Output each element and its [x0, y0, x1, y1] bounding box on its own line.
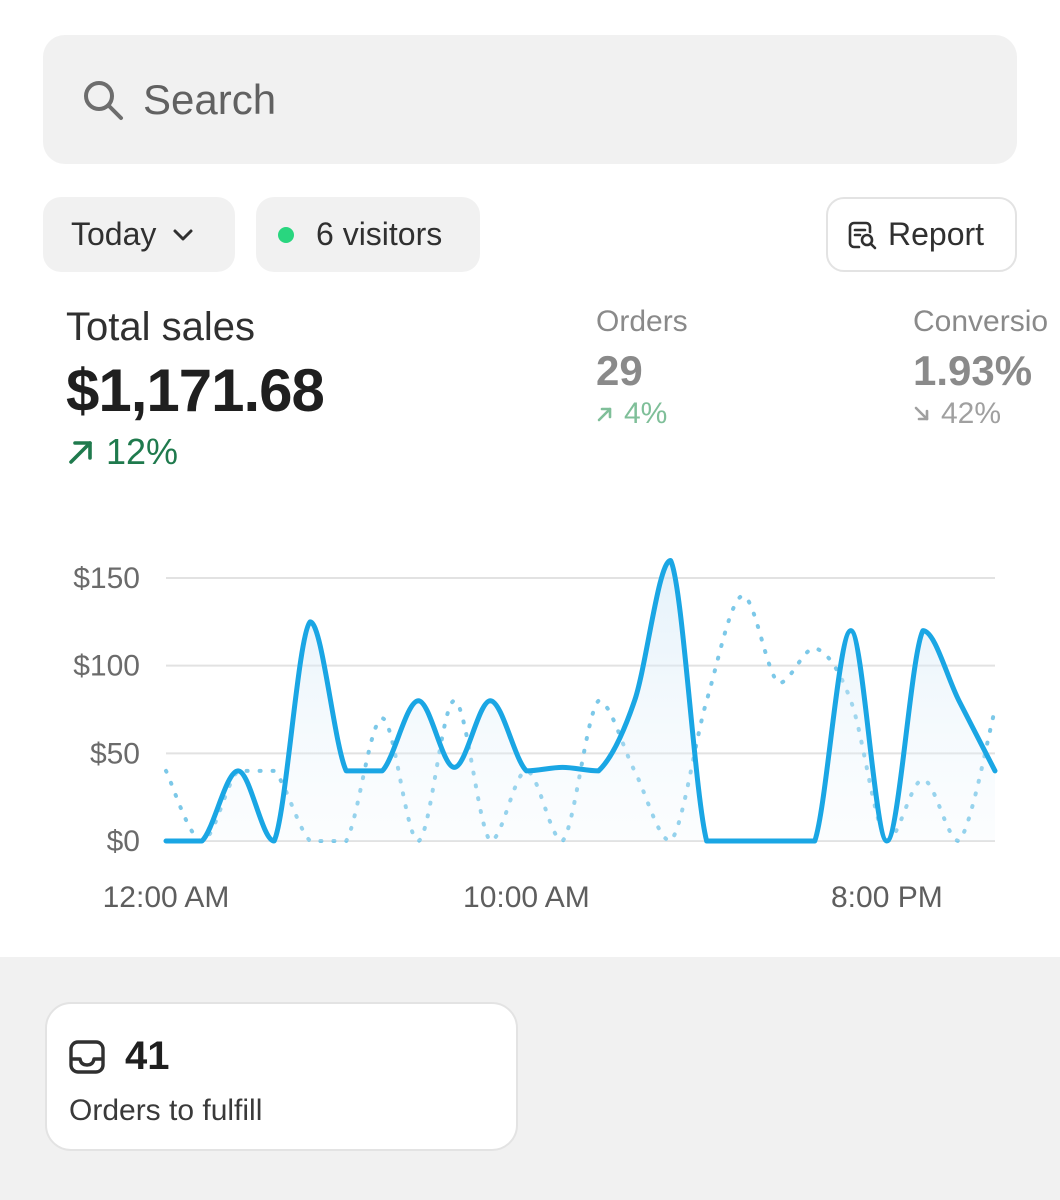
report-button[interactable]: Report — [826, 197, 1017, 272]
search-icon — [84, 80, 123, 120]
total-sales-value: $1,171.68 — [66, 357, 325, 424]
orders-metric[interactable]: Orders 29 4% — [596, 305, 688, 431]
report-icon — [848, 221, 877, 249]
date-range-label: Today — [71, 216, 157, 252]
y-tick-label: $100 — [73, 650, 140, 683]
x-tick-label: 8:00 PM — [831, 881, 943, 914]
report-label: Report — [888, 216, 985, 252]
live-status-dot — [278, 226, 294, 243]
y-axis-ticks: $150 $100 $50 $0 — [73, 562, 140, 858]
search-input[interactable] — [143, 75, 943, 124]
y-tick-label: $150 — [73, 562, 140, 595]
conversion-delta: 42% — [913, 397, 1048, 431]
conversion-metric[interactable]: Conversio 1.93% 42% — [913, 305, 1048, 431]
trend-up-arrow-icon — [69, 441, 92, 464]
sales-line-chart[interactable]: $150 $100 $50 $0 12:00 AM 10:00 AM 8:00 PM — [0, 520, 1060, 920]
y-tick-label: $50 — [90, 737, 140, 770]
total-sales-delta-value: 12% — [106, 431, 179, 472]
conversion-delta-value: 42% — [941, 397, 1002, 430]
live-visitors-button[interactable]: 6 visitors — [256, 197, 480, 272]
x-tick-label: 10:00 AM — [463, 881, 590, 914]
x-axis-ticks: 12:00 AM 10:00 AM 8:00 PM — [103, 881, 943, 914]
total-sales-label: Total sales — [66, 305, 255, 349]
search-bar[interactable] — [43, 35, 1017, 164]
conversion-value: 1.93% — [913, 347, 1033, 394]
chart-series — [163, 557, 998, 844]
primary-series-area — [166, 560, 995, 841]
conversion-label: Conversio — [913, 305, 1049, 338]
total-sales-delta: 12% — [66, 431, 324, 473]
orders-delta: 4% — [596, 397, 688, 431]
trend-down-arrow-icon — [914, 406, 929, 421]
visitors-label: 6 visitors — [316, 216, 443, 252]
x-tick-label: 12:00 AM — [103, 881, 230, 914]
y-tick-label: $0 — [107, 825, 140, 858]
orders-to-fulfill-label: Orders to fulfill — [69, 1094, 263, 1127]
inbox-icon — [69, 1039, 105, 1074]
orders-to-fulfill-count: 41 — [125, 1034, 170, 1078]
date-range-dropdown[interactable]: Today — [43, 197, 235, 272]
orders-to-fulfill-card[interactable]: 41 Orders to fulfill — [45, 1002, 518, 1151]
total-sales-metric[interactable]: Total sales $1,171.68 12% — [66, 305, 325, 473]
primary-series-line — [163, 557, 998, 844]
chevron-down-icon — [173, 229, 193, 240]
orders-label: Orders — [596, 305, 688, 338]
orders-value: 29 — [596, 347, 643, 394]
orders-delta-value: 4% — [624, 397, 668, 430]
trend-up-arrow-icon — [597, 407, 612, 422]
